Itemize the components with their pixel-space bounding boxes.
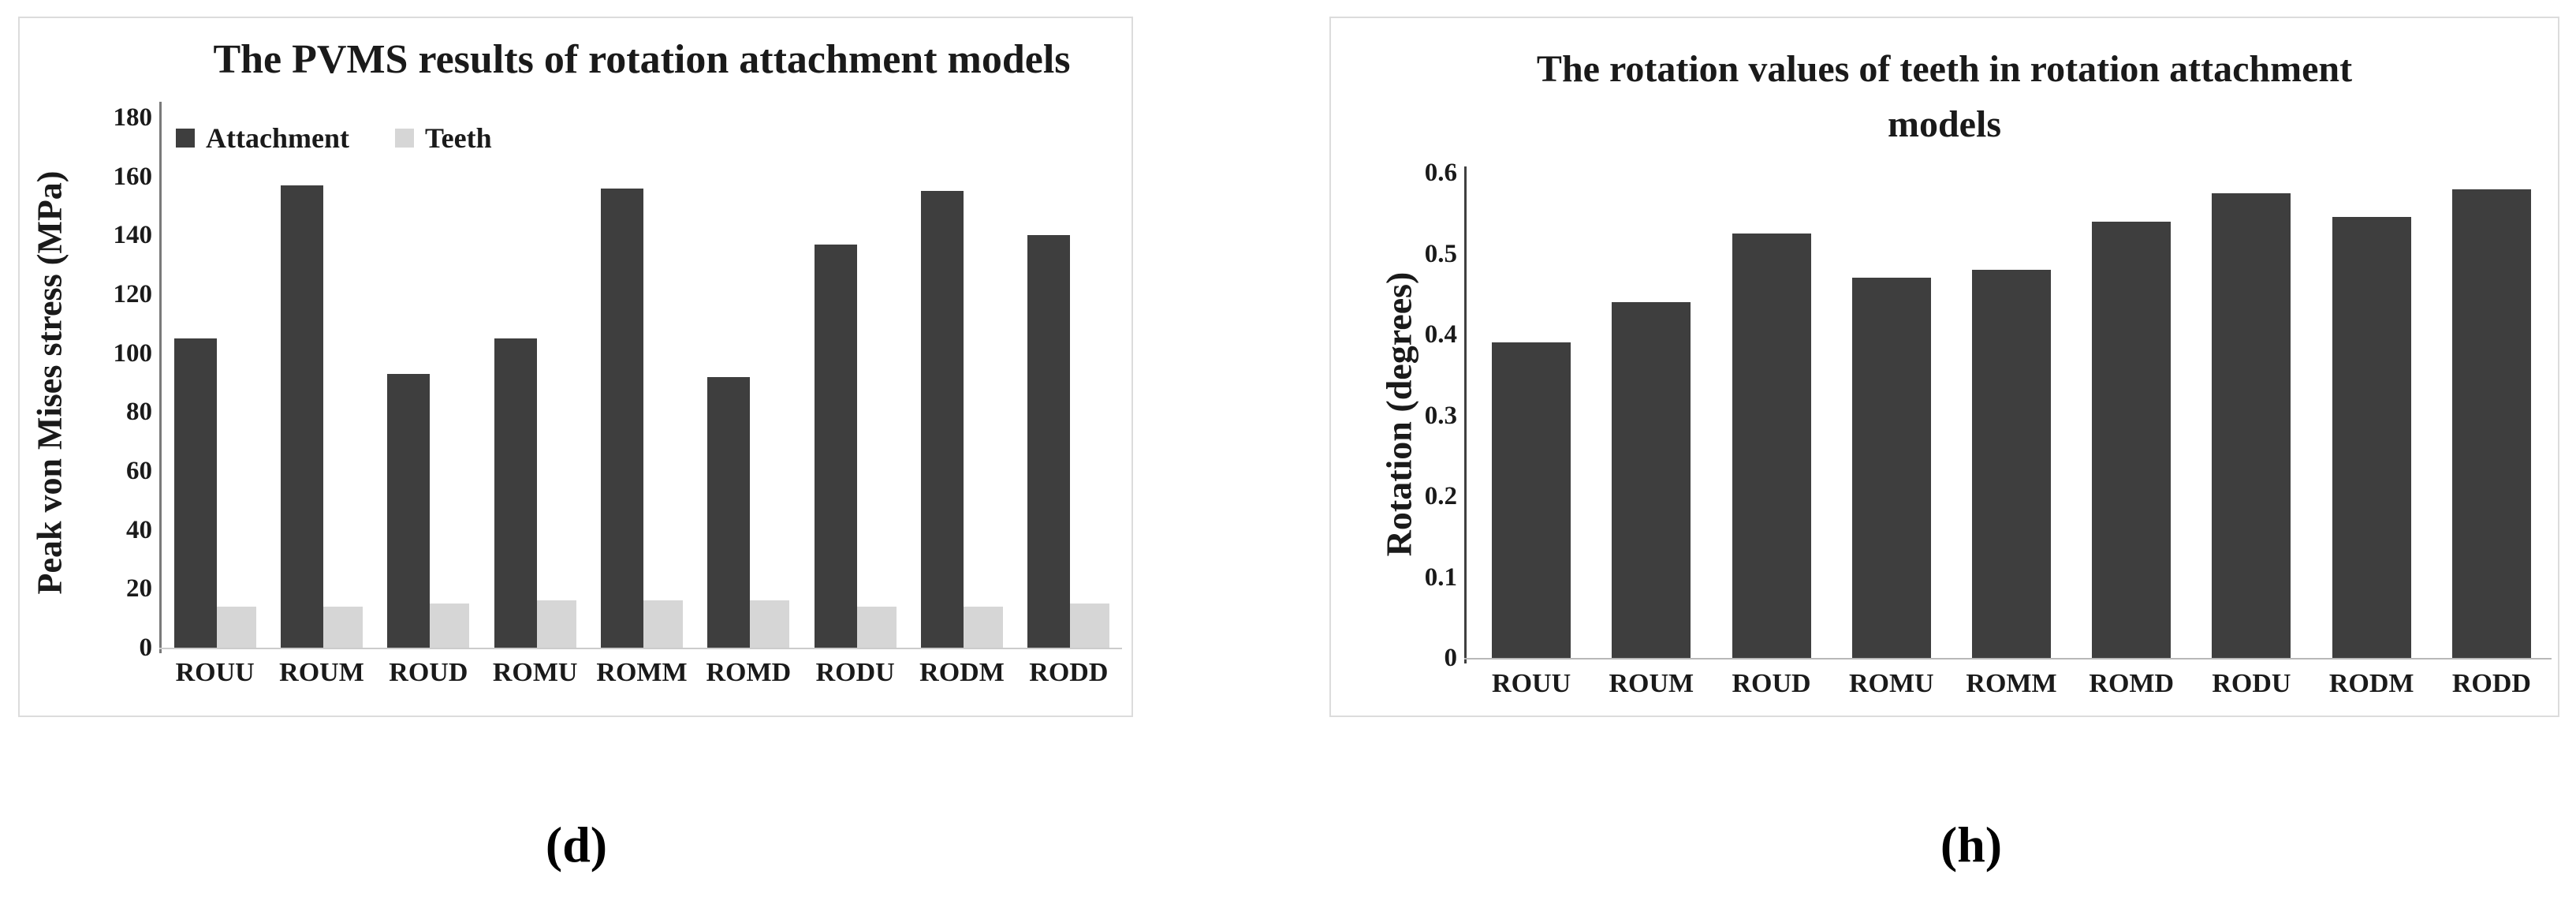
- x-tick-label: ROMM: [1966, 669, 2057, 698]
- y-tick-label: 40: [126, 515, 152, 544]
- y-tick-label: 100: [113, 338, 153, 368]
- bar-attachment-roum: [281, 185, 323, 648]
- x-tick-label: ROUD: [389, 658, 468, 687]
- bar-teeth-rodu: [856, 606, 897, 648]
- x-tick-label: RODU: [815, 658, 895, 687]
- chart-title-rotation-line1: The rotation values of teeth in rotation…: [1536, 48, 2353, 90]
- x-tick-label: ROMU: [492, 658, 578, 687]
- x-tick-label: ROUU: [175, 658, 255, 687]
- bar-rotation-rodd: [2451, 189, 2531, 658]
- chart-area-pvms: 0 20 40 60 80 100 120 140 160 180 ROUU ROUM ROUD ROMU…: [20, 18, 1131, 716]
- bar-teeth-rodm: [964, 606, 1003, 648]
- bar-rotation-roud: [1732, 233, 1811, 658]
- y-tick-label: 120: [113, 280, 153, 308]
- figure-panel-h: The rotation values of teeth in rotation…: [1329, 17, 2559, 717]
- bar-rotation-romm: [1972, 270, 2051, 658]
- bar-rotation-romu: [1851, 278, 1931, 658]
- bar-rotation-rodu: [2212, 192, 2291, 658]
- y-tick-label: 160: [113, 162, 153, 191]
- legend-swatch-teeth-icon: [394, 129, 414, 148]
- legend-item-teeth: Teeth: [394, 122, 492, 154]
- bar-teeth-romm: [643, 600, 683, 648]
- caption-h: (h): [1940, 816, 2003, 873]
- x-tick-label: ROMU: [1848, 669, 1934, 698]
- y-axis-line: [1464, 166, 1467, 663]
- bar-attachment-rodu: [814, 244, 857, 648]
- chart-area-rotation: 0 0.1 0.2 0.3 0.4 0.5 0.6 ROUU ROUM ROUD ROMU ROMM R…: [1331, 18, 2558, 716]
- y-tick-label: 20: [126, 574, 152, 604]
- y-tick-label: 0: [1444, 644, 1458, 672]
- bar-teeth-romu: [536, 600, 576, 648]
- y-tick-label: 180: [113, 103, 153, 132]
- bar-attachment-rouu: [173, 338, 217, 648]
- bar-teeth-rodd: [1070, 604, 1110, 648]
- bar-attachment-rodd: [1027, 235, 1071, 648]
- y-tick-label: 80: [126, 398, 152, 427]
- y-tick-label: 0.2: [1424, 482, 1457, 510]
- bar-attachment-romu: [494, 338, 537, 648]
- bar-rotation-rodm: [2332, 217, 2411, 658]
- x-tick-label: ROUM: [279, 658, 364, 687]
- chart-title-rotation-line2: models: [1888, 103, 2001, 145]
- bar-rotation-romd: [2092, 221, 2172, 658]
- bar-attachment-romm: [601, 188, 643, 648]
- bar-attachment-rodm: [921, 191, 964, 648]
- x-axis-line: [159, 648, 1122, 649]
- x-tick-label: ROUU: [1492, 669, 1571, 698]
- bar-teeth-roud: [430, 604, 470, 648]
- bar-attachment-roud: [387, 373, 431, 648]
- y-tick-label: 0.3: [1424, 401, 1457, 430]
- legend: Attachment Teeth: [176, 124, 492, 152]
- y-tick-label: 0.1: [1424, 562, 1457, 592]
- y-tick-label: 0.4: [1424, 320, 1457, 349]
- x-tick-label: ROUD: [1732, 669, 1811, 698]
- chart-title-rotation: The rotation values of teeth in rotation…: [1331, 42, 2558, 152]
- bar-rotation-rouu: [1492, 342, 1571, 658]
- bar-rotation-roum: [1612, 302, 1691, 658]
- y-tick-label: 0: [139, 633, 153, 662]
- caption-d: (d): [545, 816, 608, 873]
- legend-label-attachment: Attachment: [206, 122, 349, 154]
- legend-label-teeth: Teeth: [424, 122, 492, 154]
- legend-item-attachment: Attachment: [176, 124, 349, 152]
- bar-teeth-rouu: [216, 606, 256, 648]
- figure-panel-d: The PVMS results of rotation attachment …: [18, 17, 1133, 717]
- x-tick-label: ROMD: [706, 658, 792, 687]
- x-tick-label: ROUM: [1609, 669, 1694, 698]
- y-tick-label: 0.5: [1424, 239, 1457, 268]
- y-tick-label: 60: [126, 457, 152, 485]
- chart-title-pvms: The PVMS results of rotation attachment …: [213, 37, 1071, 82]
- y-tick-label: 140: [113, 221, 153, 250]
- y-axis-line: [159, 102, 162, 653]
- y-tick-label: 0.6: [1424, 159, 1457, 187]
- bar-teeth-roum: [323, 606, 363, 648]
- bar-attachment-romd: [707, 376, 751, 648]
- legend-swatch-attachment-icon: [176, 129, 195, 148]
- x-tick-label: ROMM: [596, 658, 688, 687]
- x-tick-label: RODU: [2212, 669, 2291, 698]
- x-axis-line: [1464, 658, 2552, 660]
- bar-teeth-romd: [750, 600, 790, 648]
- x-tick-label: RODM: [2328, 669, 2414, 698]
- x-tick-label: ROMD: [2089, 669, 2175, 698]
- x-tick-label: RODM: [919, 658, 1005, 687]
- x-tick-label: RODD: [1029, 658, 1109, 687]
- x-tick-label: RODD: [2451, 669, 2531, 698]
